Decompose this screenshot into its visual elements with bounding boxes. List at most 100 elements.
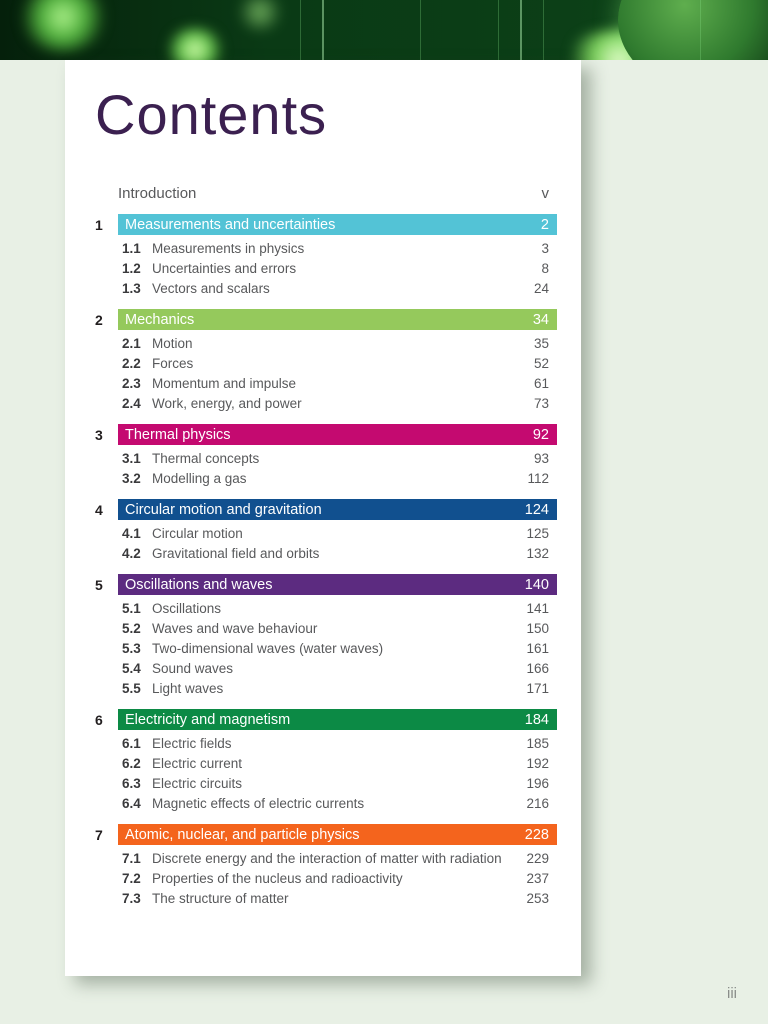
banner-line (543, 0, 544, 60)
chapter-title-bar: Circular motion and gravitation 124 (118, 499, 557, 520)
item-number: 6.1 (122, 735, 141, 751)
item-page: 8 (541, 260, 549, 276)
item-page: 216 (526, 795, 549, 811)
chapter-page: 34 (532, 311, 549, 328)
chapter-title-bar: Electricity and magnetism 184 (118, 709, 557, 730)
item-number: 5.1 (122, 600, 141, 616)
chapter-number: 5 (95, 576, 103, 593)
toc-item: 6.3 Electric circuits 196 (118, 773, 557, 793)
table-of-contents: Introduction v 1 Measurements and uncert… (95, 185, 557, 908)
item-title: Properties of the nucleus and radioactiv… (152, 870, 403, 886)
chapter-title: Measurements and uncertainties (125, 216, 336, 233)
banner-line (322, 0, 324, 60)
item-number: 7.2 (122, 870, 141, 886)
item-number: 5.3 (122, 640, 141, 656)
toc-item: 2.2 Forces 52 (118, 353, 557, 373)
toc-item: 7.1 Discrete energy and the interaction … (118, 848, 557, 868)
chapter-list: 1 Measurements and uncertainties 2 1.1 M… (95, 214, 557, 908)
item-number: 5.4 (122, 660, 141, 676)
chapter-number: 3 (95, 426, 103, 443)
item-number: 4.2 (122, 545, 141, 561)
chapter-section: 2 Mechanics 34 2.1 Motion 35 2.2 Forces … (95, 309, 557, 413)
item-page: 112 (527, 470, 549, 486)
contents-page: Contents Introduction v 1 Measurements a… (65, 60, 581, 976)
chapter-section: 5 Oscillations and waves 140 5.1 Oscilla… (95, 574, 557, 698)
banner-line (498, 0, 499, 60)
item-title: Gravitational field and orbits (152, 545, 320, 561)
item-title: Uncertainties and errors (152, 260, 297, 276)
item-page: 229 (526, 850, 549, 866)
chapter-items: 6.1 Electric fields 185 6.2 Electric cur… (118, 733, 557, 813)
page-title: Contents (95, 83, 328, 146)
item-title: Momentum and impulse (152, 375, 297, 391)
item-number: 6.3 (122, 775, 141, 791)
toc-item: 1.2 Uncertainties and errors 8 (118, 258, 557, 278)
chapter-section: 4 Circular motion and gravitation 124 4.… (95, 499, 557, 563)
chapter-title: Thermal physics (125, 426, 231, 443)
chapter-section: 1 Measurements and uncertainties 2 1.1 M… (95, 214, 557, 298)
item-title: Modelling a gas (152, 470, 247, 486)
globe-image (618, 0, 768, 60)
chapter-header: 1 Measurements and uncertainties 2 (95, 214, 557, 235)
item-page: 132 (526, 545, 549, 561)
item-title: Light waves (152, 680, 224, 696)
item-title: Two-dimensional waves (water waves) (152, 640, 384, 656)
chapter-title-bar: Atomic, nuclear, and particle physics 22… (118, 824, 557, 845)
item-title: Vectors and scalars (152, 280, 270, 296)
intro-label: Introduction (118, 185, 197, 202)
chapter-header: 2 Mechanics 34 (95, 309, 557, 330)
chapter-items: 4.1 Circular motion 125 4.2 Gravitationa… (118, 523, 557, 563)
item-title: Circular motion (152, 525, 243, 541)
banner-line (520, 0, 522, 60)
item-page: 237 (526, 870, 549, 886)
item-page: 166 (526, 660, 549, 676)
item-page: 61 (533, 375, 549, 391)
item-page: 161 (526, 640, 549, 656)
toc-item: 2.1 Motion 35 (118, 333, 557, 353)
item-title: Motion (152, 335, 193, 351)
chapter-items: 5.1 Oscillations 141 5.2 Waves and wave … (118, 598, 557, 698)
item-page: 196 (526, 775, 549, 791)
toc-item: 4.1 Circular motion 125 (118, 523, 557, 543)
chapter-title: Electricity and magnetism (125, 711, 291, 728)
toc-item: 5.3 Two-dimensional waves (water waves) … (118, 638, 557, 658)
chapter-header: 3 Thermal physics 92 (95, 424, 557, 445)
toc-item: 1.1 Measurements in physics 3 (118, 238, 557, 258)
toc-item: 5.5 Light waves 171 (118, 678, 557, 698)
item-number: 6.4 (122, 795, 141, 811)
item-title: Oscillations (152, 600, 222, 616)
toc-item: 6.4 Magnetic effects of electric current… (118, 793, 557, 813)
chapter-title-bar: Measurements and uncertainties 2 (118, 214, 557, 235)
toc-item: 3.1 Thermal concepts 93 (118, 448, 557, 468)
chapter-title: Circular motion and gravitation (125, 501, 322, 518)
item-page: 125 (526, 525, 549, 541)
chapter-section: 7 Atomic, nuclear, and particle physics … (95, 824, 557, 908)
toc-item: 1.3 Vectors and scalars 24 (118, 278, 557, 298)
chapter-items: 2.1 Motion 35 2.2 Forces 52 2.3 Momentum… (118, 333, 557, 413)
item-page: 141 (526, 600, 549, 616)
item-page: 192 (526, 755, 549, 771)
item-page: 52 (533, 355, 549, 371)
item-page: 73 (533, 395, 549, 411)
chapter-page: 228 (524, 826, 549, 843)
banner-glow (18, 0, 108, 52)
chapter-items: 7.1 Discrete energy and the interaction … (118, 848, 557, 908)
item-title: Electric circuits (152, 775, 243, 791)
intro-row: Introduction v (118, 185, 557, 202)
chapter-number: 2 (95, 311, 103, 328)
item-page: 3 (541, 240, 549, 256)
item-number: 4.1 (122, 525, 141, 541)
item-title: Electric current (152, 755, 243, 771)
chapter-title-bar: Mechanics 34 (118, 309, 557, 330)
chapter-header: 7 Atomic, nuclear, and particle physics … (95, 824, 557, 845)
item-number: 3.1 (122, 450, 141, 466)
chapter-items: 1.1 Measurements in physics 3 1.2 Uncert… (118, 238, 557, 298)
item-page: 150 (526, 620, 549, 636)
chapter-page: 184 (524, 711, 549, 728)
chapter-page: 2 (540, 216, 549, 233)
item-number: 1.3 (122, 280, 141, 296)
item-page: 185 (526, 735, 549, 751)
item-number: 2.4 (122, 395, 141, 411)
item-title: Work, energy, and power (152, 395, 302, 411)
item-number: 2.3 (122, 375, 141, 391)
